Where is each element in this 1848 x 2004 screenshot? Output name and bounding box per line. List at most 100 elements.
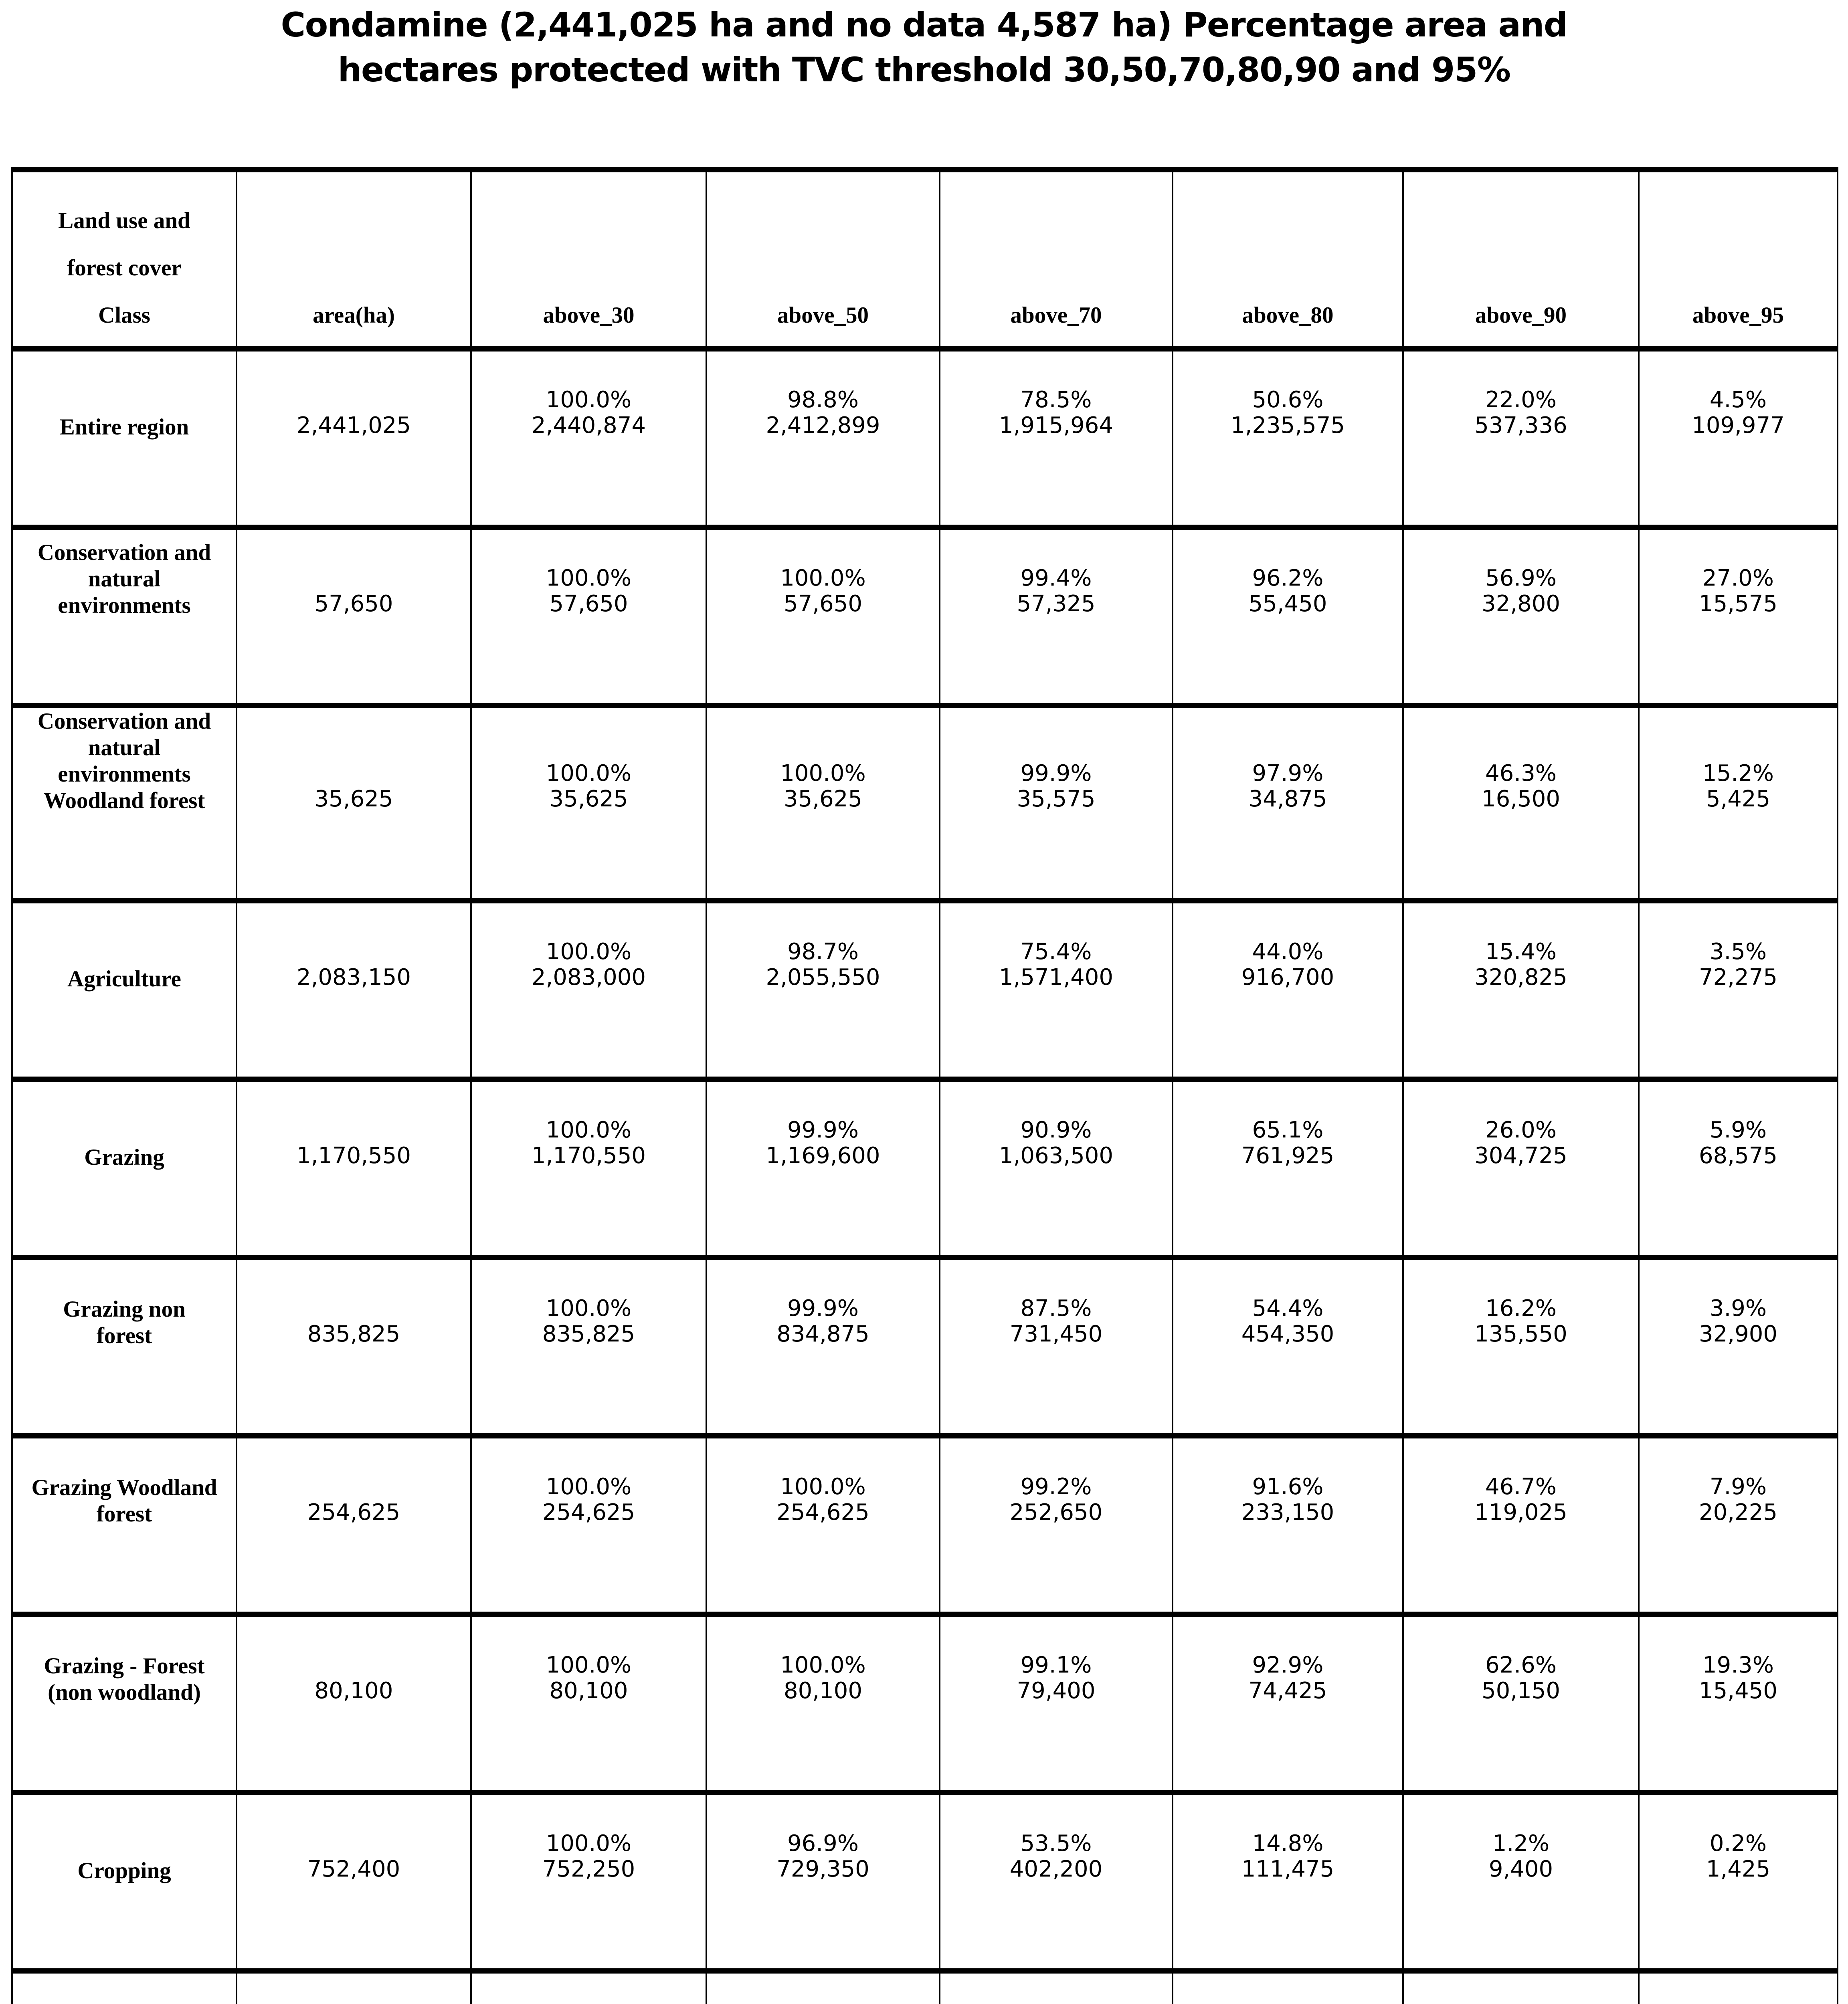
- hectares-value: 32,900: [1699, 1321, 1777, 1347]
- cell-above-95: 3.9% 32,900: [1638, 1255, 1838, 1436]
- cell-above-90: 1.2% 9,400: [1402, 1790, 1639, 1971]
- percent-value: 53.5%: [1020, 1830, 1092, 1857]
- cell-above-80: 44.0% 916,700: [1172, 898, 1403, 1079]
- cell-area-ha: 254,625: [236, 1433, 471, 1614]
- table-row: Conservation and natural environments Wo…: [11, 703, 1838, 901]
- header-above-50: above_50: [706, 167, 940, 349]
- hectares-value: 402,200: [1009, 1856, 1103, 1882]
- percent-value: 91.6%: [1252, 1473, 1324, 1500]
- percent-value: 0.2%: [1709, 1830, 1767, 1857]
- percent-value: 65.1%: [1252, 1117, 1324, 1143]
- hectares-value: 731,450: [1009, 1321, 1103, 1347]
- table-body: Entire region 2,441,025 100.0% 2,440,874 98.…: [11, 346, 1838, 2004]
- cell-above-70: 75.4% 1,571,400: [939, 898, 1173, 1079]
- percent-value: 19.3%: [1702, 1652, 1774, 1678]
- cell-above-80: 54.4% 454,350: [1172, 1255, 1403, 1436]
- cell-class-label: Cropping: [11, 1790, 237, 1971]
- header-above-90: above_90: [1402, 167, 1639, 349]
- percent-value: 44.0%: [1252, 938, 1324, 965]
- hectares-value: 57,650: [784, 590, 862, 617]
- cell-area-ha: 35,625: [236, 703, 471, 901]
- percent-value: 27.0%: [1702, 565, 1774, 591]
- cell-above-95: 7.9% 20,225: [1638, 1433, 1838, 1614]
- percent-value: 99.9%: [787, 1295, 859, 1321]
- cell-above-50: 98.8% 2,412,899: [706, 346, 940, 527]
- tvc-protection-table: Land use and forest cover Class area(ha)…: [11, 167, 1838, 2004]
- cell-above-30: 100.0% 1,170,550: [470, 1076, 706, 1257]
- page-title-line2: hectares protected with TVC threshold 30…: [338, 50, 1511, 89]
- percent-value: 46.3%: [1485, 760, 1557, 786]
- hectares-value: 111,475: [1241, 1856, 1334, 1882]
- percent-value: 99.9%: [787, 1117, 859, 1143]
- hectares-value: 834,875: [776, 1321, 869, 1347]
- hectares-value: 57,650: [549, 590, 628, 617]
- cell-above-50: 100.0% 35,625: [706, 703, 940, 901]
- percent-value: 75.4%: [1020, 938, 1092, 965]
- cell-above-70: 53.5% 402,200: [939, 1790, 1173, 1971]
- cell-above-90: 15.4% 320,825: [1402, 898, 1639, 1079]
- table-row: Grazing Woodland forest 254,625 100.0% 254,…: [11, 1433, 1838, 1614]
- hectares-value: 2,440,874: [531, 412, 646, 438]
- cell-class-label: Agriculture: [11, 898, 237, 1079]
- percent-value: 99.2%: [1020, 1473, 1092, 1500]
- header-row: Land use and forest cover Class area(ha)…: [11, 167, 1838, 349]
- cell-above-50: 99.9% 834,875: [706, 1255, 940, 1436]
- hectares-value: 9,400: [1488, 1856, 1553, 1882]
- cell-above-95: 1.4%2,250: [1638, 1968, 1838, 2004]
- percent-value: 56.9%: [1485, 565, 1557, 591]
- percent-value: 15.2%: [1702, 760, 1774, 786]
- hectares-value: 2,412,899: [766, 412, 880, 438]
- hectares-value: 252,650: [1009, 1499, 1103, 1525]
- cell-above-90: 26.0% 304,725: [1402, 1076, 1639, 1257]
- percent-value: 50.6%: [1252, 386, 1324, 413]
- cell-above-50: 100.0% 57,650: [706, 524, 940, 705]
- cell-above-80: 50.6% 1,235,575: [1172, 346, 1403, 527]
- cell-above-50: 100.0% 80,100: [706, 1611, 940, 1792]
- cell-above-80: 27.0%43,175: [1172, 1968, 1403, 2004]
- percent-value: 54.4%: [1252, 1295, 1324, 1321]
- hectares-value: 233,150: [1241, 1499, 1334, 1525]
- cell-above-30: 100.0% 2,083,000: [470, 898, 706, 1079]
- hectares-value: 1,425: [1706, 1856, 1771, 1882]
- hectares-value: 72,275: [1699, 964, 1777, 990]
- header-above-95: above_95: [1638, 167, 1838, 349]
- cell-above-90: 62.6% 50,150: [1402, 1611, 1639, 1792]
- percent-value: 100.0%: [546, 760, 632, 786]
- hectares-value: 50,150: [1482, 1677, 1560, 1704]
- hectares-value: 254,625: [542, 1499, 635, 1525]
- cell-above-50: 97.7%156,325: [706, 1968, 940, 2004]
- hectares-value: 34,875: [1248, 786, 1327, 812]
- hectares-value: 57,325: [1017, 590, 1096, 617]
- cell-class-label: Grazing Woodland forest: [11, 1433, 237, 1614]
- header-area-ha: area(ha): [236, 167, 471, 349]
- percent-value: 100.0%: [780, 1652, 866, 1678]
- percent-value: 100.0%: [546, 938, 632, 965]
- cell-above-70: 90.9% 1,063,500: [939, 1076, 1173, 1257]
- cell-area-ha: 2,083,150: [236, 898, 471, 1079]
- cell-class-label: Irrigation: [11, 1968, 237, 2004]
- percent-value: 100.0%: [546, 1295, 632, 1321]
- hectares-value: 5,425: [1706, 786, 1771, 812]
- hectares-value: 32,800: [1482, 590, 1560, 617]
- hectares-value: 15,575: [1699, 590, 1777, 617]
- hectares-value: 729,350: [776, 1856, 869, 1882]
- percent-value: 15.4%: [1485, 938, 1557, 965]
- table-row: Entire region 2,441,025 100.0% 2,440,874 98.…: [11, 346, 1838, 527]
- cell-above-80: 96.2% 55,450: [1172, 524, 1403, 705]
- cell-above-70: 78.5% 1,915,964: [939, 346, 1173, 527]
- hectares-value: 304,725: [1474, 1142, 1567, 1169]
- hectares-value: 1,235,575: [1230, 412, 1345, 438]
- percent-value: 100.0%: [546, 1117, 632, 1143]
- hectares-value: 80,100: [784, 1677, 862, 1704]
- percent-value: 1.2%: [1492, 1830, 1550, 1857]
- cell-above-80: 65.1% 761,925: [1172, 1076, 1403, 1257]
- cell-above-30: 100.0% 752,250: [470, 1790, 706, 1971]
- cell-above-95: 4.5% 109,977: [1638, 346, 1838, 527]
- cell-above-30: 100.0% 2,440,874: [470, 346, 706, 527]
- cell-above-70: 87.5% 731,450: [939, 1255, 1173, 1436]
- cell-area-ha: 57,650: [236, 524, 471, 705]
- percent-value: 22.0%: [1485, 386, 1557, 413]
- cell-above-50: 99.9% 1,169,600: [706, 1076, 940, 1257]
- percent-value: 100.0%: [780, 760, 866, 786]
